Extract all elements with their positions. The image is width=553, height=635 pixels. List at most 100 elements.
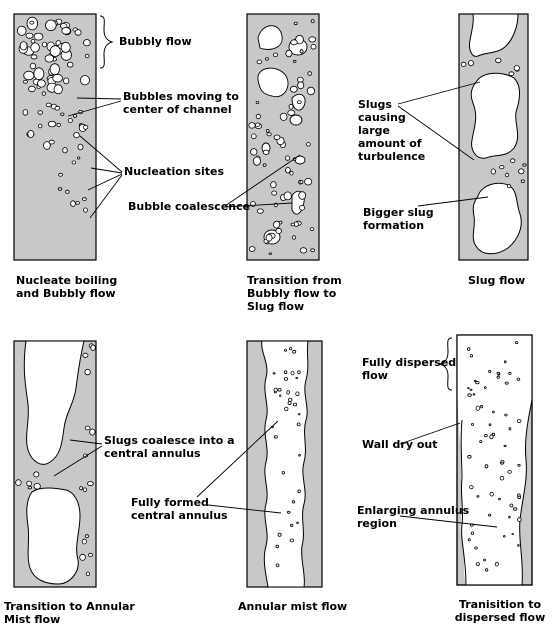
- bubble: [268, 252, 272, 256]
- bubble: [295, 391, 300, 397]
- bubble: [61, 26, 71, 35]
- bubble: [79, 75, 90, 86]
- annotation-enlarging-annulus: Enlarging annulus region: [357, 504, 470, 530]
- bubble: [500, 460, 505, 464]
- bubble: [291, 235, 297, 240]
- annotation-slugs-coalesce: Slugs coalesce into a central annulus: [104, 434, 235, 460]
- bubble: [496, 371, 500, 375]
- bubble: [292, 402, 298, 407]
- bubble: [63, 77, 70, 85]
- dispersed-core: [457, 335, 532, 585]
- bubble: [518, 168, 525, 175]
- bubble: [85, 571, 91, 576]
- bubble: [509, 503, 514, 508]
- bubble: [19, 41, 28, 51]
- bubble: [33, 67, 45, 80]
- bubble: [286, 510, 291, 514]
- bubble: [506, 184, 511, 189]
- bubble: [70, 200, 76, 207]
- annotation-bubbles-moving: Bubbles moving to center of channel: [123, 90, 239, 116]
- bubble: [256, 59, 262, 65]
- bubble: [289, 170, 294, 176]
- bubble: [30, 54, 38, 60]
- bubble: [52, 73, 63, 83]
- bubble: [79, 553, 86, 561]
- bubble: [508, 427, 512, 431]
- bubble: [25, 32, 34, 39]
- bubble: [272, 220, 281, 229]
- panel-nucleate-boiling: [13, 13, 97, 261]
- bubble: [75, 201, 80, 205]
- bubble: [29, 20, 35, 25]
- bubble: [22, 109, 29, 116]
- bubble: [273, 134, 281, 140]
- bubble: [84, 368, 91, 376]
- caption-nucleate-boiling: Nucleate boiling and Bubbly flow: [16, 274, 118, 300]
- bubble: [65, 189, 70, 194]
- bubble: [265, 129, 270, 133]
- bubble: [16, 25, 27, 36]
- bubble: [44, 54, 55, 63]
- bubble: [297, 413, 301, 416]
- bubble: [489, 491, 494, 497]
- bubble: [496, 375, 500, 379]
- bubble: [49, 45, 61, 57]
- bubble: [273, 387, 278, 393]
- bubble: [28, 85, 36, 93]
- bubble: [514, 341, 519, 345]
- bubble: [22, 79, 28, 84]
- bubble: [488, 423, 492, 427]
- bubble: [83, 39, 91, 47]
- bubble: [297, 489, 301, 494]
- bubble: [517, 517, 522, 522]
- bubble: [71, 160, 77, 165]
- bubble: [255, 122, 261, 127]
- bubble: [62, 147, 68, 154]
- bubble: [495, 57, 502, 64]
- bubble: [511, 533, 515, 536]
- bubble: [499, 476, 505, 481]
- bubble: [272, 52, 279, 57]
- bubble: [84, 534, 89, 539]
- bubble: [33, 471, 40, 478]
- bubble: [30, 38, 36, 44]
- bubble: [273, 435, 278, 439]
- bubble: [272, 372, 276, 375]
- bubble: [467, 387, 470, 390]
- bubble: [297, 81, 305, 90]
- bubble: [47, 120, 57, 128]
- bubble: [248, 246, 256, 252]
- annotation-fully-dispersed: Fully dispersed flow: [362, 356, 457, 382]
- bubble: [56, 122, 61, 127]
- annotation-bigger-slug: Bigger slug formation: [363, 206, 434, 232]
- annotation-fully-formed-annulus: Fully formed central annulus: [131, 496, 228, 522]
- droplets: [271, 347, 301, 568]
- bubble: [475, 380, 480, 385]
- slug-middle: [470, 72, 520, 159]
- bubble: [502, 535, 506, 538]
- bubble: [469, 485, 474, 490]
- caption-annular-mist: Annular mist flow: [238, 600, 348, 613]
- bubble: [285, 49, 293, 58]
- bubble: [460, 61, 467, 67]
- bubble: [77, 143, 84, 151]
- bubble: [26, 480, 32, 487]
- bubble: [281, 471, 285, 475]
- bubble: [15, 479, 22, 486]
- bubble: [48, 139, 55, 145]
- bubble: [299, 204, 306, 211]
- bubble: [467, 347, 471, 351]
- bubble: [479, 440, 483, 444]
- bubble: [84, 53, 90, 59]
- bubble: [60, 112, 65, 116]
- bubble: [283, 191, 292, 201]
- bubble: [504, 413, 508, 417]
- bubble: [467, 538, 471, 542]
- bubble: [262, 149, 270, 155]
- annotation-bubbly-flow: Bubbly flow: [119, 35, 192, 48]
- bubble: [485, 568, 489, 572]
- bubble: [41, 91, 46, 96]
- bubble: [467, 393, 472, 397]
- annotation-nucleation-sites: Nucleation sites: [124, 165, 225, 178]
